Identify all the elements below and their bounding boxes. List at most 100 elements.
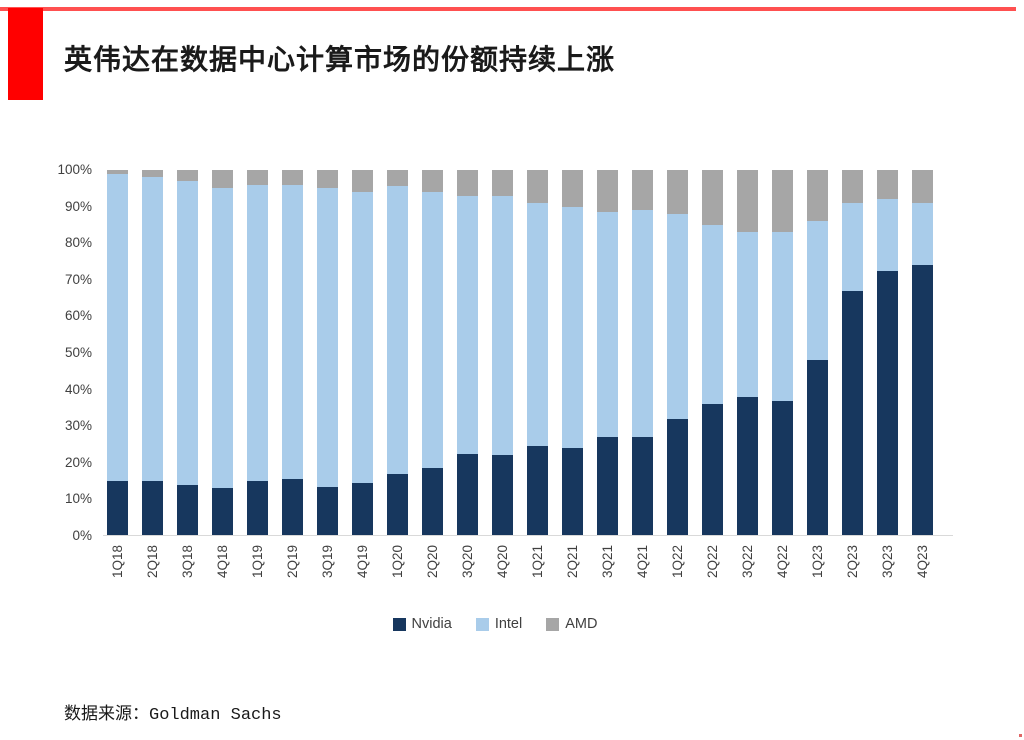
x-tick-2Q19: 2Q19 (282, 545, 303, 578)
x-tick-4Q23: 4Q23 (912, 545, 933, 578)
x-tick-1Q21: 1Q21 (527, 545, 548, 578)
y-tick-10pct: 10% (64, 491, 92, 507)
corner-dot (1019, 734, 1022, 737)
x-tick-4Q19: 4Q19 (352, 545, 373, 578)
bar-3Q20 (457, 170, 478, 536)
x-tick-label: 4Q22 (775, 545, 790, 579)
x-tick-label: 2Q21 (565, 545, 580, 579)
y-tick-50pct: 50% (64, 345, 92, 360)
legend-item-nvidia: Nvidia (392, 616, 452, 632)
bar-4Q20 (492, 170, 513, 536)
segment-amd-1Q21 (527, 170, 548, 203)
legend-item-amd: AMD (546, 616, 597, 632)
segment-nvidia-3Q22 (737, 396, 758, 536)
segment-intel-1Q21 (527, 202, 548, 447)
segment-nvidia-4Q23 (912, 265, 933, 536)
stacked-bar-chart: 100% 90% 80% 70% 60% 50% 40% 30% 20% 10% 0% 1Q18 2Q… (57, 162, 953, 632)
segment-amd-4Q20 (492, 170, 513, 196)
segment-amd-1Q23 (807, 170, 828, 222)
segment-nvidia-1Q21 (527, 446, 548, 536)
x-tick-label: 1Q19 (250, 545, 265, 579)
bar-1Q23 (807, 170, 828, 536)
segment-nvidia-2Q19 (282, 479, 303, 536)
bar-1Q22 (667, 170, 688, 536)
x-tick-2Q22: 2Q22 (702, 545, 723, 578)
legend-label: Nvidia (411, 616, 452, 632)
segment-nvidia-2Q23 (842, 290, 863, 536)
y-tick-40pct: 40% (64, 381, 92, 397)
x-tick-4Q20: 4Q20 (492, 545, 513, 578)
segment-nvidia-3Q21 (597, 437, 618, 536)
segment-nvidia-4Q21 (632, 437, 653, 536)
x-tick-1Q22: 1Q22 (667, 545, 688, 578)
x-tick-2Q21: 2Q21 (562, 545, 583, 578)
legend-label: Intel (494, 616, 523, 632)
bar-4Q23 (912, 170, 933, 536)
x-axis-line (103, 535, 953, 536)
y-tick-60pct: 60% (64, 308, 92, 324)
segment-amd-3Q18 (177, 170, 198, 181)
bar-2Q22 (702, 170, 723, 536)
segment-intel-3Q21 (597, 212, 618, 438)
y-tick-90pct: 90% (64, 198, 92, 214)
legend-swatch-intel (475, 617, 489, 631)
x-tick-label: 4Q23 (915, 545, 930, 579)
segment-amd-3Q19 (317, 170, 338, 189)
segment-intel-4Q19 (352, 191, 373, 483)
segment-amd-1Q19 (247, 170, 268, 185)
segment-intel-2Q21 (562, 206, 583, 449)
x-tick-label: 2Q23 (845, 545, 860, 579)
bar-3Q19 (317, 170, 338, 536)
bar-1Q21 (527, 170, 548, 536)
segment-amd-1Q20 (387, 170, 408, 187)
y-tick-80pct: 80% (64, 235, 92, 251)
segment-intel-1Q20 (387, 186, 408, 474)
x-tick-3Q20: 3Q20 (457, 545, 478, 578)
x-tick-3Q19: 3Q19 (317, 545, 338, 578)
segment-nvidia-2Q20 (422, 468, 443, 536)
segment-amd-3Q23 (877, 170, 898, 200)
segment-intel-3Q18 (177, 181, 198, 485)
x-tick-1Q18: 1Q18 (107, 545, 128, 578)
segment-intel-2Q18 (142, 177, 163, 482)
y-tick-0pct: 0% (72, 528, 92, 543)
segment-nvidia-3Q23 (877, 270, 898, 536)
top-accent-line (0, 7, 1016, 11)
x-tick-2Q18: 2Q18 (142, 545, 163, 578)
legend-swatch-nvidia (392, 617, 406, 631)
x-tick-label: 3Q22 (740, 545, 755, 579)
segment-nvidia-1Q19 (247, 481, 268, 536)
segment-intel-4Q20 (492, 195, 513, 456)
y-tick-20pct: 20% (64, 454, 92, 470)
segment-amd-2Q20 (422, 170, 443, 192)
y-tick-70pct: 70% (64, 271, 92, 287)
bar-3Q23 (877, 170, 898, 536)
page-title: 英伟达在数据中心计算市场的份额持续上涨 (64, 44, 616, 75)
segment-intel-2Q22 (702, 224, 723, 405)
red-accent-block (8, 8, 43, 100)
bar-2Q23 (842, 170, 863, 536)
segment-intel-3Q19 (317, 188, 338, 487)
chart-legend: Nvidia Intel AMD (60, 616, 930, 632)
bar-2Q18 (142, 170, 163, 536)
segment-intel-1Q18 (107, 173, 128, 482)
bar-1Q19 (247, 170, 268, 536)
y-tick-30pct: 30% (64, 418, 92, 434)
x-tick-label: 1Q21 (530, 545, 545, 579)
segment-amd-3Q21 (597, 170, 618, 213)
bar-2Q20 (422, 170, 443, 536)
x-tick-label: 2Q18 (145, 545, 160, 579)
segment-intel-2Q20 (422, 191, 443, 469)
segment-intel-4Q21 (632, 210, 653, 438)
x-tick-label: 1Q23 (810, 545, 825, 579)
segment-amd-4Q23 (912, 170, 933, 203)
x-tick-label: 1Q22 (670, 545, 685, 579)
x-tick-label: 2Q20 (425, 545, 440, 579)
bar-4Q19 (352, 170, 373, 536)
segment-intel-3Q22 (737, 232, 758, 397)
segment-nvidia-3Q19 (317, 486, 338, 536)
bar-3Q18 (177, 170, 198, 536)
segment-amd-3Q20 (457, 170, 478, 196)
x-tick-1Q19: 1Q19 (247, 545, 268, 578)
